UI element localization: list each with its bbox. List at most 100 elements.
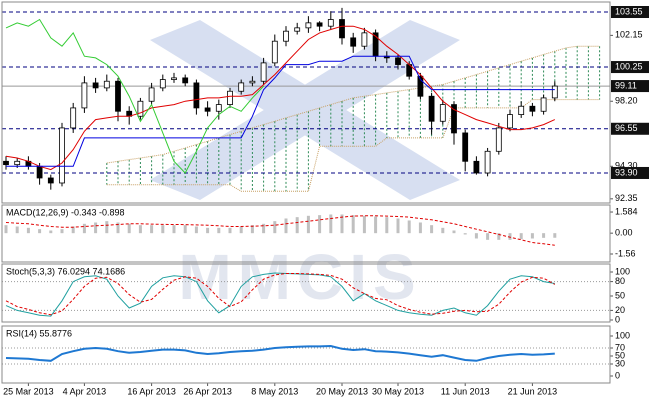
candle-body: [439, 104, 446, 122]
macd-bar: [284, 218, 288, 234]
macd-bar: [172, 225, 176, 234]
y-tick-label: 70: [615, 342, 625, 352]
macd-bar: [362, 215, 366, 234]
macd-bar: [194, 226, 198, 234]
candle-body: [103, 80, 110, 89]
candle-body: [81, 82, 88, 109]
macd-bar: [474, 233, 478, 239]
y-tick-label: 0.00: [615, 228, 633, 238]
macd-bar: [295, 217, 299, 234]
y-tick-label: 50: [615, 290, 625, 300]
candle-body: [92, 82, 99, 89]
candle-body: [283, 30, 289, 42]
macd-bar: [329, 214, 333, 234]
candle-body: [316, 22, 323, 27]
x-tick-label: 20 May 2013: [316, 386, 368, 396]
candle-body: [529, 105, 536, 112]
x-tick-label: 11 Jun 2013: [441, 386, 490, 396]
macd-bar: [318, 215, 322, 234]
y-tick-label: -1.56: [615, 248, 636, 258]
span-b: [106, 99, 600, 192]
macd-bar: [463, 233, 467, 235]
x-tick-label: 26 Apr 2013: [183, 386, 232, 396]
macd-bar: [228, 227, 232, 234]
macd-bar: [60, 229, 64, 234]
logo-stroke: [150, 20, 460, 200]
indicator-line: [5, 215, 555, 246]
macd-bar: [273, 221, 277, 234]
macd-bar: [306, 215, 310, 234]
macd-bar: [138, 225, 142, 234]
macd-bar: [262, 223, 266, 234]
y-tick-label: 1.584: [615, 206, 638, 216]
level-label-bg: [611, 6, 649, 19]
macd-bar: [519, 233, 523, 240]
panel-frame: [1, 1, 611, 204]
macd-bar: [396, 218, 400, 234]
candle-body: [305, 22, 312, 29]
candle-body: [14, 160, 21, 166]
candle-body: [70, 107, 77, 129]
indicator-line: [5, 273, 556, 316]
panel-title: MACD(12,26,9) -0.343 -0.898: [6, 207, 125, 217]
candle-body: [215, 104, 222, 112]
y-tick-label: 0: [615, 370, 620, 380]
level-label: 100.25: [615, 61, 643, 71]
candle-body: [417, 75, 424, 97]
candle-body: [451, 104, 457, 134]
y-tick-label: 100: [615, 266, 630, 276]
indicator-line: [5, 272, 555, 317]
candle-body: [350, 37, 357, 47]
macd-bar: [26, 227, 30, 234]
candle-body: [193, 82, 200, 109]
macd-bar: [250, 225, 254, 234]
level-label-bg: [611, 122, 649, 135]
macd-bar: [49, 230, 53, 234]
macd-bar: [150, 225, 154, 234]
macd-bar: [116, 222, 120, 234]
macd-bar: [486, 233, 490, 240]
macd-bar: [340, 214, 344, 234]
candle-body: [294, 27, 301, 32]
y-tick-label: 0: [615, 314, 620, 324]
level-label: 96.55: [615, 123, 638, 133]
macd-bar: [183, 225, 187, 234]
macd-bar: [418, 222, 422, 234]
macd-bar: [508, 233, 512, 240]
panel-title: Stoch(5,3,3) 76.0294 74.1686: [6, 266, 125, 276]
y-tick-label: 94.30: [615, 161, 638, 171]
candle-body: [473, 160, 480, 174]
macd-bar: [385, 217, 389, 234]
macd-bar: [94, 222, 98, 234]
candle-body: [339, 19, 345, 39]
panel-frame: [1, 204, 611, 263]
indicator-line: [6, 55, 555, 167]
macd-bar: [217, 227, 221, 234]
watermark: MMCIS: [178, 241, 421, 313]
y-tick-label: 92.35: [615, 193, 638, 203]
candle-body: [47, 177, 54, 184]
level-label: 103.55: [615, 6, 643, 16]
y-tick-label: 102.15: [615, 30, 643, 40]
macd-bar: [71, 226, 75, 234]
candle-body: [171, 77, 177, 80]
macd-bar: [530, 233, 534, 239]
level-label-bg: [611, 61, 649, 74]
x-tick-label: 4 Apr 2013: [63, 386, 107, 396]
macd-bar: [407, 220, 411, 234]
macd-bar: [206, 227, 210, 234]
indicator-line: [5, 344, 555, 362]
candle-body: [462, 132, 469, 162]
panel-frame: [1, 263, 611, 323]
y-tick-label: 98.20: [615, 96, 638, 106]
candle-body: [137, 100, 144, 117]
candle-body: [36, 165, 43, 179]
macd-bar: [127, 223, 131, 234]
y-tick-label: 80: [615, 276, 625, 286]
candle-body: [540, 97, 547, 112]
candle-body: [182, 77, 189, 84]
panel-frame: [1, 325, 611, 384]
indicator-line: [5, 18, 264, 174]
candle-body: [227, 90, 233, 105]
